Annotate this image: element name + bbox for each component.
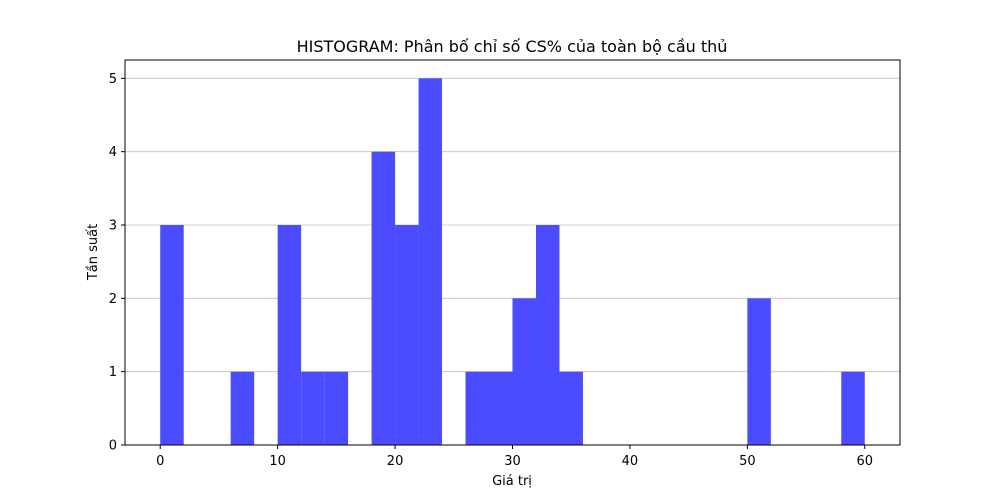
- x-tick-label: 10: [269, 454, 286, 469]
- histogram-bar: [324, 371, 349, 445]
- histogram-bar: [395, 225, 419, 445]
- y-tick-label: 4: [109, 145, 117, 160]
- x-tick-label: 40: [622, 454, 639, 469]
- y-tick-label: 0: [109, 439, 117, 454]
- histogram-bar: [371, 151, 396, 445]
- histogram-bar: [535, 225, 560, 445]
- chart-title: HISTOGRAM: Phân bố chỉ số CS% của toàn b…: [297, 37, 728, 56]
- x-tick-label: 0: [156, 454, 164, 469]
- histogram-bar: [160, 225, 184, 445]
- histogram-bar: [747, 298, 771, 445]
- x-tick-label: 60: [856, 454, 873, 469]
- histogram-bar: [230, 371, 255, 445]
- y-tick-label: 2: [109, 292, 117, 307]
- y-axis: 0 1 2 3 4 5: [109, 72, 125, 454]
- y-tick-label: 3: [109, 219, 117, 234]
- y-axis-label: Tần suất: [86, 224, 101, 281]
- y-tick-label: 1: [109, 365, 117, 380]
- x-tick-label: 30: [504, 454, 521, 469]
- histogram-bar: [418, 78, 443, 445]
- y-tick-label: 5: [109, 72, 117, 87]
- histogram-bar: [489, 371, 513, 445]
- x-tick-label: 50: [739, 454, 756, 469]
- histogram-bar: [841, 371, 865, 445]
- histogram-bar: [559, 371, 583, 445]
- x-tick-label: 20: [387, 454, 404, 469]
- histogram-bar: [277, 225, 302, 445]
- x-axis: 0 10 20 30 40 50 60: [156, 445, 873, 469]
- x-axis-label: Giá trị: [492, 474, 532, 489]
- histogram-bar: [512, 298, 536, 445]
- histogram-bar: [465, 371, 490, 445]
- bars: [160, 78, 865, 445]
- histogram-bar: [301, 371, 325, 445]
